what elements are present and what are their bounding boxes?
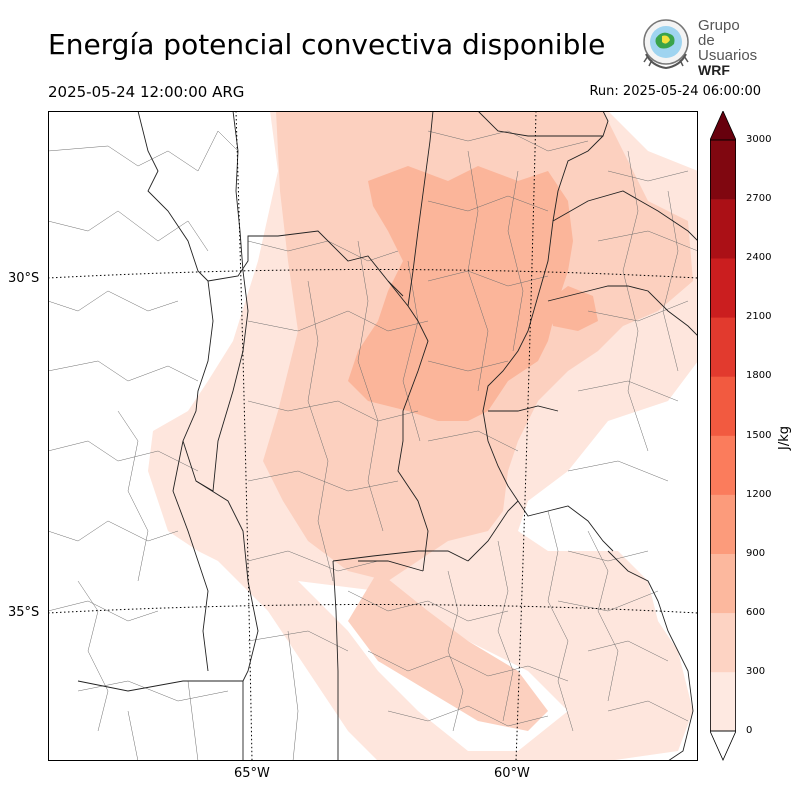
lon-label-60w: 60°W [494,766,530,781]
colorbar-tick-label-2100: 2100 [746,311,772,323]
parallel-35s [48,604,698,614]
graticule [48,111,698,761]
logo-line-2: Usuarios [698,47,758,64]
colorbar-tick-label-3000: 3000 [746,134,772,145]
colorbar-tick-label-300: 300 [746,665,766,677]
colorbar-under-arrow [710,730,736,761]
colorbar-tick-label-1800: 1800 [746,370,772,382]
logo-line-1: Grupo de [698,17,740,49]
colorbar [710,111,736,761]
cape-field [148,111,698,761]
colorbar-tick-label-0: 0 [746,725,753,736]
province-boundaries [77,111,698,761]
colorbar-tick-label-2700: 2700 [746,193,772,205]
colorbar-frame [710,139,736,732]
colorbar-over-arrow [710,111,736,141]
colorbar-band-4 [710,435,736,495]
meridian-60w [515,111,537,761]
lon-label-65w: 65°W [234,766,270,781]
colorbar-band-5 [710,376,736,436]
colorbar-tick-label-1200: 1200 [746,488,772,500]
chart-title: Energía potencial convectiva disponible [48,28,606,61]
cape-map [48,111,698,761]
colorbar-tick-label-600: 600 [746,606,766,618]
globe-emblem-icon [643,19,689,70]
lat-label-35s: 35°S [8,605,40,620]
colorbar-band-9 [710,140,736,200]
colorbar-tick-label-900: 900 [746,547,766,559]
lat-label-30s: 30°S [8,271,40,286]
colorbar-unit: J/kg [777,426,792,450]
run-time: Run: 2025-05-24 06:00:00 [589,84,761,99]
valid-time: 2025-05-24 12:00:00 ARG [48,83,245,101]
parallel-30s [48,269,698,279]
cape-level-600-900 [348,166,598,421]
map-frame [48,111,698,761]
colorbar-band-8 [710,199,736,259]
colorbar-band-0 [710,671,736,732]
colorbar-tick-label-2400: 2400 [746,252,772,264]
colorbar-band-3 [710,494,736,554]
colorbar-band-7 [710,258,736,318]
colorbar-bands [710,140,736,732]
logo-text: Grupo de Usuarios WRF [698,18,760,78]
colorbar-band-1 [710,612,736,673]
county-boundaries [48,130,698,761]
meridian-65w [235,111,253,761]
logo-line-3: WRF [698,62,730,78]
colorbar-band-6 [710,317,736,377]
colorbar-tick-label-1500: 1500 [746,429,772,441]
wrf-group-logo: Grupo de Usuarios WRF [638,16,760,78]
cape-level-300-600 [263,111,693,731]
colorbar-band-2 [710,553,736,614]
